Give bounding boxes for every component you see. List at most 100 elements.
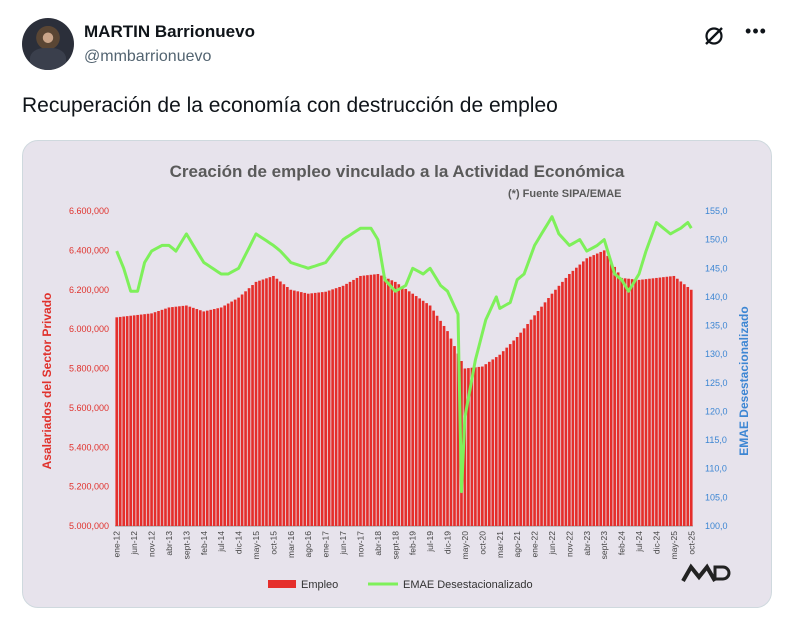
empleo-bar [627, 278, 630, 526]
empleo-bar [289, 289, 293, 526]
empleo-bar [223, 305, 227, 526]
empleo-bar [122, 316, 126, 526]
empleo-bar [254, 281, 258, 526]
empleo-bar [533, 315, 536, 526]
post-media-chart[interactable]: Creación de empleo vinculado a la Activi… [22, 140, 772, 608]
author-handle[interactable]: @mmbarrionuevo [84, 48, 212, 65]
empleo-bar [564, 277, 568, 526]
empleo-bar [655, 277, 658, 526]
x-tick-label: jun-12 [129, 531, 139, 556]
empleo-bar [272, 275, 275, 526]
empleo-bar [376, 274, 380, 526]
empleo-bar [185, 305, 188, 526]
empleo-bar [373, 274, 376, 526]
empleo-bar [421, 300, 425, 526]
empleo-bar [118, 316, 122, 526]
right-tick-label: 155,0 [705, 206, 728, 216]
avatar[interactable] [22, 18, 74, 70]
empleo-bar [345, 283, 348, 526]
right-tick-label: 125,0 [705, 378, 728, 388]
empleo-bar [578, 264, 582, 526]
empleo-bar [324, 291, 327, 526]
empleo-bar [299, 292, 303, 526]
empleo-bar [188, 306, 192, 526]
grok-icon[interactable] [702, 24, 726, 48]
left-tick-label: 6.400,000 [69, 245, 109, 255]
x-tick-label: ago-16 [303, 531, 313, 558]
x-tick-label: may-25 [669, 531, 679, 560]
empleo-bar [529, 319, 533, 526]
x-axis-ticks: ene-12 jun-12 nov-12 abr-13 sept-13 feb-14 jul… [112, 531, 697, 560]
empleo-bar [571, 270, 575, 526]
empleo-bar [219, 307, 223, 526]
empleo-bar [139, 314, 143, 526]
empleo-bar [338, 286, 341, 526]
empleo-bar [641, 279, 644, 526]
empleo-bar [275, 278, 279, 526]
empleo-bar [352, 279, 355, 526]
empleo-bar [669, 276, 672, 526]
empleo-bar [602, 250, 606, 526]
empleo-bar [581, 261, 585, 526]
right-tick-label: 150,0 [705, 235, 728, 245]
x-tick-label: jun-22 [547, 531, 557, 556]
empleo-bar [477, 366, 481, 526]
x-tick-label: mar-21 [495, 531, 505, 558]
right-tick-label: 105,0 [705, 492, 728, 502]
x-tick-label: ene-22 [530, 531, 540, 558]
x-tick-label: oct-25 [686, 531, 696, 555]
empleo-bar [268, 277, 272, 526]
x-tick-label: nov-17 [355, 531, 365, 557]
empleo-bar [125, 316, 129, 526]
empleo-bar [425, 303, 428, 526]
empleo-bar [362, 275, 366, 526]
post-header: MARTIN Barrionuevo @mmbarrionuevo ••• [22, 18, 770, 78]
empleo-bar [686, 286, 690, 526]
empleo-bar [439, 320, 442, 526]
empleo-bar [644, 279, 648, 526]
empleo-bar [320, 292, 324, 526]
empleo-bar [265, 278, 268, 526]
empleo-bar [613, 266, 616, 526]
empleo-bar [470, 367, 474, 526]
empleo-bar [115, 317, 119, 526]
empleo-bar [167, 307, 171, 526]
left-tick-label: 5.400,000 [69, 442, 109, 452]
chart-svg: Creación de empleo vinculado a la Activi… [40, 162, 751, 591]
empleo-bar [244, 291, 247, 526]
left-tick-label: 6.600,000 [69, 206, 109, 216]
empleo-bar [689, 289, 693, 526]
x-tick-label: feb-24 [617, 531, 627, 555]
empleo-bar [171, 307, 174, 526]
empleo-bar [233, 299, 237, 526]
empleo-bar [240, 294, 244, 526]
empleo-bar [550, 293, 554, 526]
x-tick-label: ene-12 [112, 531, 122, 558]
empleo-bar [411, 293, 415, 526]
empleo-bar [247, 288, 251, 526]
empleo-bar [665, 276, 669, 526]
x-tick-label: abr-13 [164, 531, 174, 556]
left-tick-label: 6.200,000 [69, 285, 109, 295]
empleo-bars [115, 250, 693, 526]
x-tick-label: jul-14 [216, 531, 226, 553]
empleo-bar [561, 281, 564, 526]
empleo-bar [327, 290, 331, 526]
empleo-bar [522, 328, 526, 526]
x-tick-label: mar-16 [286, 531, 296, 558]
legend-swatch-empleo [268, 580, 296, 588]
empleo-bar [595, 253, 599, 526]
empleo-bar [153, 312, 157, 526]
empleo-bar [292, 290, 296, 526]
x-tick-label: ago-21 [512, 531, 522, 558]
author-name[interactable]: MARTIN Barrionuevo [84, 22, 255, 41]
empleo-bar [418, 298, 421, 526]
empleo-bar [679, 281, 683, 526]
x-tick-label: nov-12 [147, 531, 157, 557]
more-options-button[interactable]: ••• [745, 21, 767, 41]
empleo-bar [484, 364, 488, 526]
empleo-bar [575, 267, 578, 526]
empleo-bar [334, 288, 338, 526]
legend-label-empleo: Empleo [301, 579, 338, 591]
empleo-bar [192, 307, 195, 526]
